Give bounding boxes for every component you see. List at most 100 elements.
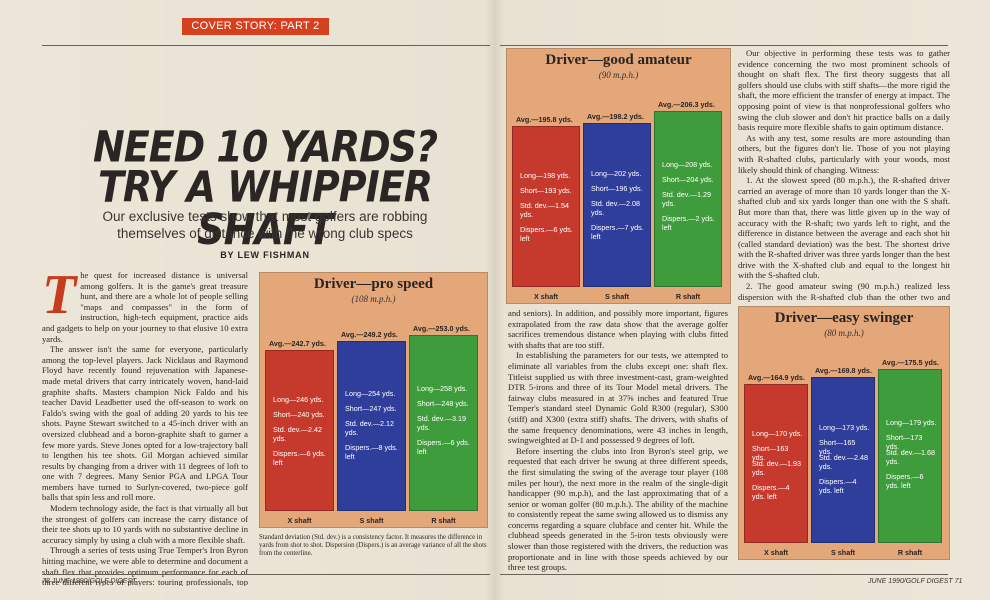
- paragraph: Through a series of tests using True Tem…: [42, 545, 248, 586]
- body-column-1: T he quest for increased distance is uni…: [42, 270, 248, 586]
- chart-subtitle: (80 m.p.h.): [824, 328, 864, 338]
- bar-average-label: Avg.—198.2 yds.: [587, 112, 644, 121]
- bar-stat-disp: Dispers.—4 yds. left: [819, 477, 857, 495]
- bar-stat-long: Long—246 yds.: [273, 395, 324, 404]
- x-axis-label: R shaft: [431, 516, 456, 525]
- chart-driver-pro-speed: Driver—pro speed (108 m.p.h.) Long—246 y…: [259, 272, 488, 528]
- paragraph: he quest for increased distance is unive…: [42, 270, 248, 344]
- x-axis-label: S shaft: [831, 548, 855, 557]
- byline: BY LEW FISHMAN: [220, 250, 310, 260]
- bar-stat-std: Std. dev.—1.54 yds.: [520, 201, 570, 219]
- top-rule-left: [42, 45, 490, 46]
- bar-stat-std: Std. dev.—2.08 yds.: [591, 199, 641, 217]
- bar-stat-short: Short—193 yds.: [520, 186, 572, 195]
- paragraph: Before inserting the clubs into Iron Byr…: [508, 445, 728, 573]
- drop-cap: T: [42, 270, 77, 326]
- x-axis-label: S shaft: [359, 516, 384, 525]
- bar-stat-disp: Dispers.—2 yds. left: [662, 214, 715, 232]
- folio-left: 78 JUNE 1990/GOLF DIGEST: [42, 578, 137, 585]
- bar-stat-std: Std. dev.—2.12 yds.: [345, 419, 395, 437]
- bar-average-label: Avg.—249.2 yds.: [341, 330, 398, 339]
- bar-r-shaft: Long—179 yds. Short—173 yds. Std. dev.—1.6…: [878, 369, 942, 543]
- section-banner: COVER STORY: PART 2: [182, 18, 329, 35]
- chart-driver-good-amateur: Driver—good amateur (90 m.p.h.) Long—198…: [506, 48, 731, 304]
- folio-right: JUNE 1990/GOLF DIGEST 71: [868, 578, 963, 585]
- bar-stat-long: Long—170 yds.: [752, 429, 803, 438]
- bar-stat-std: Std. dev.—2.48 yds.: [819, 453, 869, 471]
- paragraph: and seniors). In addition, and possibly …: [508, 308, 728, 350]
- paragraph: The answer isn't the same for everyone, …: [42, 344, 248, 503]
- chart-title: Driver—good amateur: [545, 52, 692, 68]
- body-column-2: and seniors). In addition, and possibly …: [508, 308, 728, 574]
- bar-s-shaft: Long—254 yds. Short—247 yds. Std. dev.—2.1…: [337, 341, 406, 511]
- bar-s-shaft: Long—173 yds. Short—165 yds. Std. dev.—2.4…: [811, 377, 875, 543]
- x-axis-label: X shaft: [764, 548, 788, 557]
- bar-stat-std: Std. dev.—2.42 yds.: [273, 425, 323, 443]
- bar-stat-long: Long—202 yds.: [591, 169, 642, 178]
- bar-average-label: Avg.—169.8 yds.: [815, 366, 872, 375]
- bar-x-shaft: Long—246 yds. Short—240 yds. Std. dev.—2.4…: [265, 350, 334, 511]
- bar-stat-disp: Dispers.—4 yds. left: [752, 483, 790, 501]
- bar-stat-short: Short—165 yds.: [819, 438, 856, 456]
- bar-stat-disp: Dispers.—6 yds. left: [417, 438, 470, 456]
- bar-stat-disp: Dispers.—6 yds. left: [886, 472, 924, 490]
- bar-stat-long: Long—208 yds.: [662, 160, 713, 169]
- bar-stat-short: Short—240 yds.: [273, 410, 325, 419]
- bar-stat-short: Short—204 yds.: [662, 175, 714, 184]
- bar-stat-short: Short—248 yds.: [417, 399, 469, 408]
- dek-line-1: Our exclusive tests show that most golfe…: [102, 209, 428, 224]
- x-axis-label: S shaft: [605, 292, 629, 301]
- bar-stat-long: Long—179 yds.: [886, 418, 937, 427]
- bottom-rule-right: [500, 574, 948, 575]
- body-column-3: Our objective in performing these tests …: [738, 48, 950, 302]
- bar-average-label: Avg.—242.7 yds.: [269, 339, 326, 348]
- bar-stat-std: Std. dev.—1.93 yds.: [752, 459, 802, 477]
- bar-stat-std: Std. dev.—1.68 yds.: [886, 448, 936, 466]
- dek-line-2: themselves of distance with the wrong cl…: [117, 226, 413, 241]
- bar-s-shaft: Long—202 yds. Short—196 yds. Std. dev.—2.0…: [583, 123, 651, 287]
- bar-average-label: Avg.—175.5 yds.: [882, 358, 939, 367]
- bar-stat-disp: Dispers.—7 yds. left: [591, 223, 644, 241]
- x-axis-label: R shaft: [897, 548, 923, 557]
- paragraph: As with any test, some results are more …: [738, 132, 950, 175]
- bar-x-shaft: Long—170 yds. Short—163 yds. Std. dev.—1.9…: [744, 384, 808, 543]
- paragraph: 1. At the slowest speed (80 m.p.h.), the…: [738, 175, 950, 281]
- bar-stat-short: Short—163 yds.: [752, 444, 789, 462]
- chart-caption: Standard deviation (Std. dev.) is a cons…: [259, 534, 487, 558]
- bar-stat-long: Long—173 yds.: [819, 423, 870, 432]
- bar-stat-short: Short—247 yds.: [345, 404, 397, 413]
- x-axis-label: X shaft: [287, 516, 312, 525]
- paragraph: Modern technology aside, the fact is tha…: [42, 503, 248, 545]
- bar-average-label: Avg.—253.0 yds.: [413, 324, 470, 333]
- paragraph: Our objective in performing these tests …: [738, 48, 950, 133]
- bar-average-label: Avg.—195.8 yds.: [516, 115, 573, 124]
- bar-stat-short: Short—173 yds.: [886, 433, 923, 451]
- top-rule-right: [500, 45, 948, 46]
- chart-title: Driver—easy swinger: [774, 310, 914, 326]
- bar-stat-long: Long—254 yds.: [345, 389, 396, 398]
- x-axis-label: X shaft: [534, 292, 558, 301]
- headline-line-1: NEED 10 YARDS?: [92, 122, 438, 172]
- paragraph: 2. The good amateur swing (90 m.p.h.) re…: [738, 281, 950, 302]
- bar-stat-long: Long—258 yds.: [417, 384, 468, 393]
- bar-average-label: Avg.—164.9 yds.: [748, 373, 805, 382]
- chart-subtitle: (108 m.p.h.): [351, 294, 396, 304]
- bar-stat-std: Std. dev.—1.29 yds.: [662, 190, 712, 208]
- bar-average-label: Avg.—206.3 yds.: [658, 100, 715, 109]
- bottom-rule-left: [42, 574, 490, 575]
- bar-stat-disp: Dispers.—6 yds. left: [520, 225, 573, 243]
- x-axis-label: R shaft: [675, 292, 701, 301]
- bar-r-shaft: Long—208 yds. Short—204 yds. Std. dev.—1.2…: [654, 111, 722, 287]
- chart-subtitle: (90 m.p.h.): [598, 70, 639, 80]
- bar-r-shaft: Long—258 yds. Short—248 yds. Std. dev.—3.1…: [409, 335, 478, 511]
- bar-stat-std: Std. dev.—3.19 yds.: [417, 414, 467, 432]
- bar-x-shaft: Long—198 yds. Short—193 yds. Std. dev.—1.5…: [512, 126, 580, 287]
- chart-title: Driver—pro speed: [313, 276, 434, 292]
- bar-stat-disp: Dispers.—8 yds. left: [345, 443, 398, 461]
- bar-stat-disp: Dispers.—6 yds. left: [273, 449, 326, 467]
- paragraph: In establishing the parameters for our t…: [508, 350, 728, 446]
- bar-stat-short: Short—196 yds.: [591, 184, 643, 193]
- headline-line-2: TRY A WHIPPIER SHAFT: [98, 162, 433, 254]
- chart-driver-easy-swinger: Driver—easy swinger (80 m.p.h.) Long—170…: [738, 306, 950, 560]
- bar-stat-long: Long—198 yds.: [520, 171, 571, 180]
